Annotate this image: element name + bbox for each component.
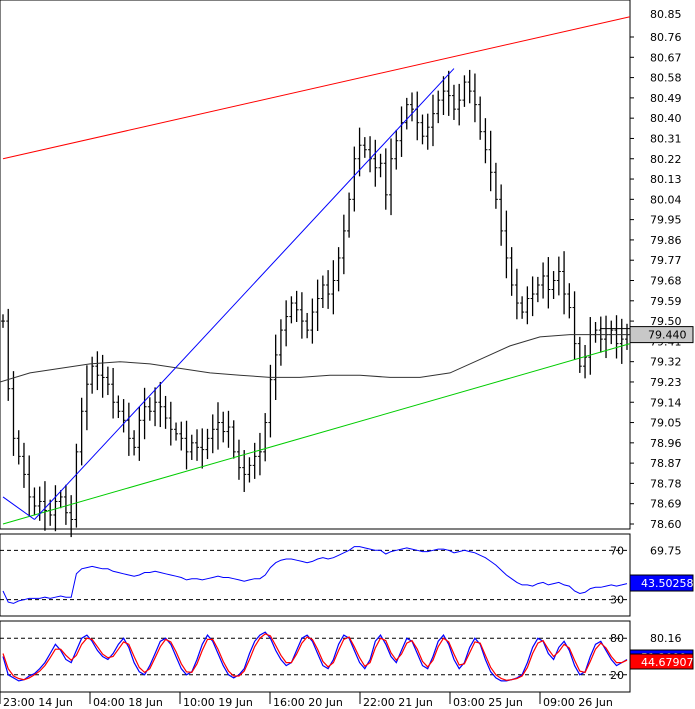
- moving-average-line: [0, 334, 630, 383]
- price-tick-label: 80.49: [650, 92, 682, 105]
- price-tick-label: 80.94: [650, 0, 682, 2]
- price-tick-label: 79.59: [650, 295, 682, 308]
- rsi-current-box: [629, 574, 694, 592]
- price-tick-label: 80.13: [650, 173, 682, 186]
- stoch-level-label: 80: [610, 632, 624, 645]
- price-tick-label: 79.86: [650, 234, 682, 247]
- stoch-d-label: 44.67907: [641, 656, 694, 669]
- stoch-line-pct-K: [2, 631, 628, 682]
- current-price-label: 79.440: [648, 329, 687, 342]
- rsi-line: [2, 546, 628, 604]
- price-panel: 80.76 80.67 80.58 80.49 80.40 80.31 80.22 80.13…: [0, 0, 694, 538]
- price-tick-label: 79.05: [650, 417, 682, 430]
- stoch-d-box: [629, 653, 694, 670]
- time-axis: 23:00 14 Jun 04:00 18 Jun 10:00 19 Jun 16:0…: [0, 692, 613, 709]
- time-tick-label: 16:00 20 Jun: [273, 696, 343, 709]
- price-tick-label: 80.31: [650, 132, 682, 145]
- price-tick-label: 79.95: [650, 214, 682, 227]
- time-tick-label: 10:00 19 Jun: [183, 696, 253, 709]
- rsi-panel: 70 30 69.75 43.50258: [0, 533, 694, 617]
- price-tick-label: 80.85: [650, 8, 682, 21]
- price-tick-label: 80.04: [650, 193, 682, 206]
- trendline-swing: [34, 68, 455, 520]
- rsi-axis-label: 69.75: [650, 544, 682, 557]
- price-tick-label: 80.67: [650, 51, 682, 64]
- price-tick-label: 80.76: [650, 31, 682, 44]
- trendline-support: [2, 343, 631, 525]
- stoch-level-label: 20: [610, 669, 624, 682]
- time-tick-label: 23:00 14 Jun: [3, 696, 73, 709]
- stoch-axis-label: 80.16: [650, 632, 682, 645]
- price-tick-label: 78.96: [650, 437, 682, 450]
- current-price-box: [629, 326, 694, 344]
- price-tick-label: 80.40: [650, 112, 682, 125]
- time-tick-label: 09:00 26 Jun: [543, 696, 613, 709]
- price-tick-label: 79.14: [650, 396, 682, 409]
- time-tick-label: 04:00 18 Jun: [93, 696, 163, 709]
- price-tick-label: 79.68: [650, 275, 682, 288]
- rsi-level-label: 70: [610, 544, 624, 557]
- price-tick-label: 79.32: [650, 356, 682, 369]
- price-tick-label: 79.50: [650, 315, 682, 328]
- trendline-swing-pre: [2, 496, 35, 520]
- time-tick-label: 03:00 25 Jun: [453, 696, 523, 709]
- price-tick-label: 78.78: [650, 477, 682, 490]
- price-tick-label: 80.58: [650, 72, 682, 85]
- time-tick-label: 22:00 21 Jun: [363, 696, 433, 709]
- rsi-current-label: 43.50258: [641, 577, 694, 590]
- price-tick-label: 79.77: [650, 254, 682, 267]
- price-tick-label: 78.69: [650, 498, 682, 511]
- price-tick-label: 79.23: [650, 376, 682, 389]
- price-tick-label: 80.22: [650, 153, 682, 166]
- price-panel-frame: [0, 0, 631, 530]
- trendline-resistance: [2, 16, 631, 160]
- stoch-line-pct-D: [2, 633, 628, 681]
- price-tick-label: 78.87: [650, 457, 682, 470]
- price-tick-label: 78.60: [650, 518, 682, 531]
- rsi-level-label: 30: [610, 594, 624, 607]
